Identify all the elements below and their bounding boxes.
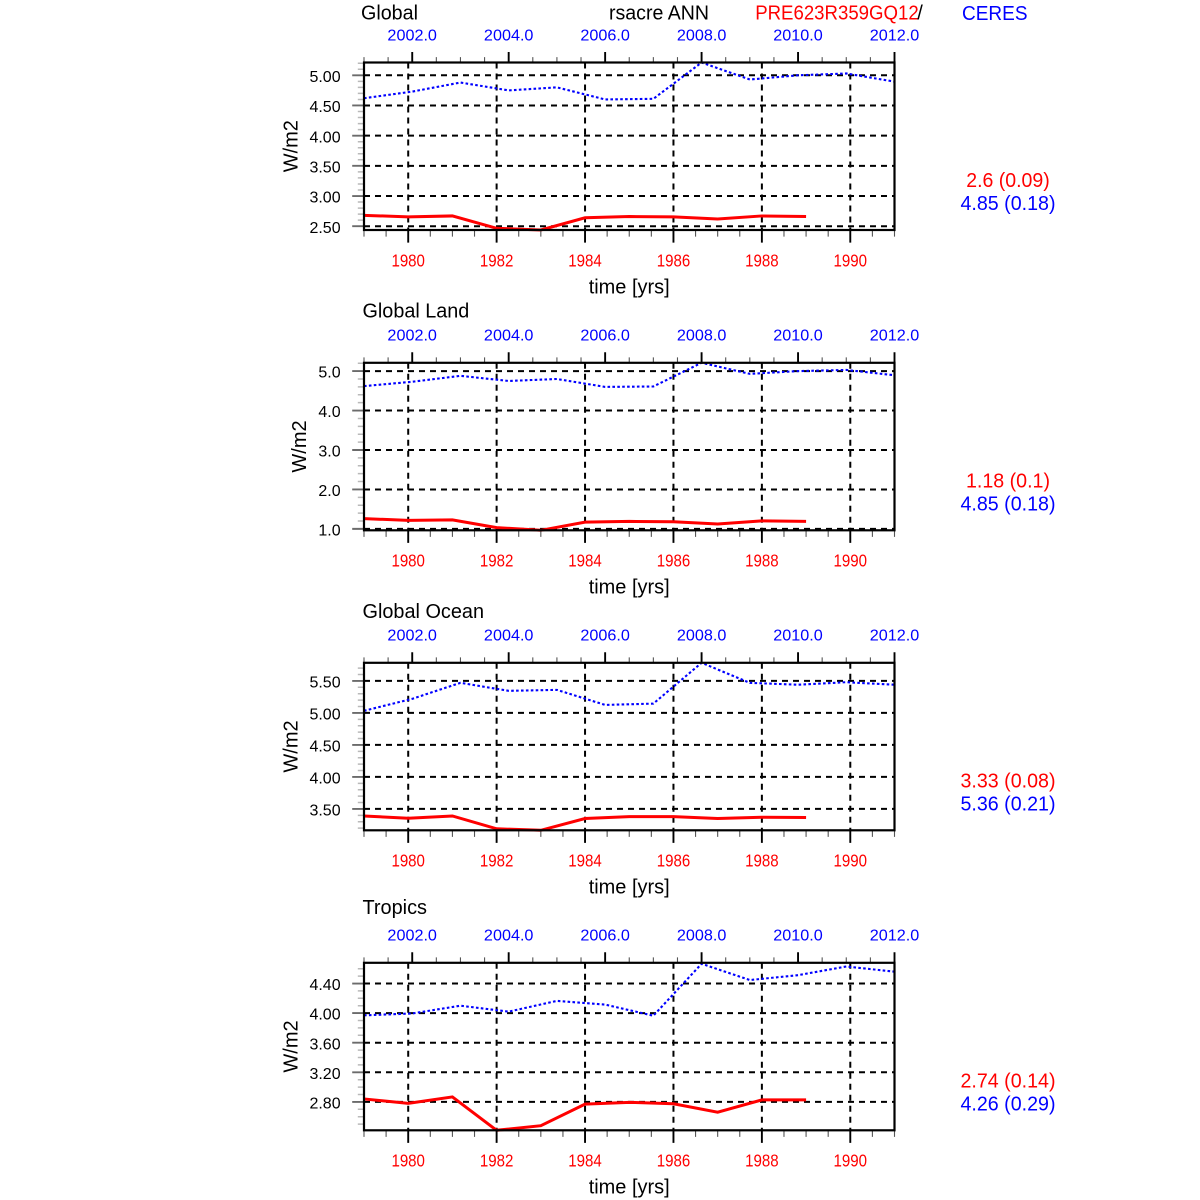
svg-text:time [yrs]: time [yrs]: [589, 1177, 670, 1199]
svg-text:time [yrs]: time [yrs]: [589, 276, 670, 298]
svg-text:/: /: [917, 3, 923, 25]
svg-text:3.60: 3.60: [309, 1036, 340, 1053]
svg-text:1990: 1990: [834, 551, 868, 571]
svg-text:2012.0: 2012.0: [870, 628, 920, 645]
svg-text:2008.0: 2008.0: [677, 27, 727, 44]
svg-text:2012.0: 2012.0: [870, 27, 920, 44]
svg-text:3.33 (0.08): 3.33 (0.08): [961, 771, 1056, 793]
svg-text:2006.0: 2006.0: [580, 628, 630, 645]
svg-text:1986: 1986: [657, 1151, 691, 1171]
svg-text:1984: 1984: [568, 1151, 602, 1171]
svg-text:2006.0: 2006.0: [580, 328, 630, 345]
svg-text:2.50: 2.50: [309, 220, 340, 237]
svg-text:2004.0: 2004.0: [484, 328, 534, 345]
svg-text:5.50: 5.50: [309, 675, 340, 692]
svg-text:1982: 1982: [480, 551, 514, 571]
svg-text:1980: 1980: [391, 851, 425, 871]
svg-text:3.20: 3.20: [309, 1066, 340, 1083]
svg-text:4.85 (0.18): 4.85 (0.18): [961, 493, 1056, 515]
svg-text:1980: 1980: [391, 551, 425, 571]
svg-text:2002.0: 2002.0: [387, 928, 437, 945]
svg-text:4.00: 4.00: [309, 129, 340, 146]
svg-text:2004.0: 2004.0: [484, 27, 534, 44]
svg-text:2004.0: 2004.0: [484, 628, 534, 645]
svg-text:1986: 1986: [657, 551, 691, 571]
svg-text:1986: 1986: [657, 851, 691, 871]
svg-text:1984: 1984: [568, 551, 602, 571]
svg-text:1980: 1980: [391, 250, 425, 270]
svg-text:Global: Global: [361, 2, 418, 24]
svg-text:4.50: 4.50: [309, 739, 340, 756]
svg-text:1982: 1982: [480, 851, 514, 871]
svg-text:1984: 1984: [568, 250, 602, 270]
svg-text:2012.0: 2012.0: [870, 328, 920, 345]
svg-text:4.00: 4.00: [309, 1007, 340, 1024]
svg-text:4.0: 4.0: [318, 404, 340, 421]
svg-text:1988: 1988: [745, 1151, 779, 1171]
svg-text:2010.0: 2010.0: [773, 27, 823, 44]
svg-text:4.85 (0.18): 4.85 (0.18): [961, 193, 1056, 215]
svg-text:time [yrs]: time [yrs]: [589, 877, 670, 899]
svg-text:2.6 (0.09): 2.6 (0.09): [966, 170, 1050, 192]
svg-text:Tropics: Tropics: [363, 897, 428, 919]
svg-text:1988: 1988: [745, 250, 779, 270]
svg-text:1980: 1980: [391, 1151, 425, 1171]
svg-text:1988: 1988: [745, 851, 779, 871]
svg-text:W/m2: W/m2: [281, 1020, 303, 1072]
svg-text:4.40: 4.40: [309, 977, 340, 994]
svg-text:5.0: 5.0: [318, 365, 340, 382]
svg-text:1990: 1990: [834, 1151, 868, 1171]
svg-text:3.50: 3.50: [309, 803, 340, 820]
svg-text:5.00: 5.00: [309, 69, 340, 86]
svg-text:1.18 (0.1): 1.18 (0.1): [966, 471, 1050, 493]
svg-text:2002.0: 2002.0: [387, 628, 437, 645]
svg-text:rsacre ANN: rsacre ANN: [609, 2, 709, 24]
svg-text:3.50: 3.50: [309, 159, 340, 176]
svg-text:W/m2: W/m2: [281, 120, 303, 172]
svg-text:3.0: 3.0: [318, 444, 340, 461]
svg-text:2.0: 2.0: [318, 483, 340, 500]
svg-text:2010.0: 2010.0: [773, 328, 823, 345]
svg-text:5.00: 5.00: [309, 707, 340, 724]
svg-text:2010.0: 2010.0: [773, 928, 823, 945]
svg-text:3.00: 3.00: [309, 190, 340, 207]
svg-text:4.00: 4.00: [309, 771, 340, 788]
svg-text:4.26 (0.29): 4.26 (0.29): [961, 1093, 1056, 1115]
svg-text:2006.0: 2006.0: [580, 27, 630, 44]
svg-text:5.36 (0.21): 5.36 (0.21): [961, 793, 1056, 815]
svg-text:Global Ocean: Global Ocean: [363, 601, 485, 623]
svg-text:2.80: 2.80: [309, 1096, 340, 1113]
svg-text:4.50: 4.50: [309, 99, 340, 116]
svg-text:2006.0: 2006.0: [580, 928, 630, 945]
svg-text:2008.0: 2008.0: [677, 628, 727, 645]
svg-text:1.0: 1.0: [318, 523, 340, 540]
svg-text:2008.0: 2008.0: [677, 928, 727, 945]
svg-text:2002.0: 2002.0: [387, 328, 437, 345]
svg-text:2010.0: 2010.0: [773, 628, 823, 645]
svg-text:W/m2: W/m2: [281, 720, 303, 772]
svg-text:Global Land: Global Land: [363, 301, 470, 323]
svg-text:PRE623R359GQ12: PRE623R359GQ12: [755, 3, 919, 25]
svg-text:1990: 1990: [834, 250, 868, 270]
svg-text:CERES: CERES: [962, 3, 1028, 25]
svg-text:1982: 1982: [480, 1151, 514, 1171]
svg-text:2012.0: 2012.0: [870, 928, 920, 945]
svg-text:2004.0: 2004.0: [484, 928, 534, 945]
svg-text:W/m2: W/m2: [289, 420, 311, 472]
svg-text:1984: 1984: [568, 851, 602, 871]
svg-text:1988: 1988: [745, 551, 779, 571]
svg-text:1982: 1982: [480, 250, 514, 270]
svg-text:2008.0: 2008.0: [677, 328, 727, 345]
svg-text:1986: 1986: [657, 250, 691, 270]
svg-text:1990: 1990: [834, 851, 868, 871]
svg-text:time [yrs]: time [yrs]: [589, 577, 670, 599]
svg-text:2002.0: 2002.0: [387, 27, 437, 44]
svg-text:2.74 (0.14): 2.74 (0.14): [961, 1071, 1056, 1093]
